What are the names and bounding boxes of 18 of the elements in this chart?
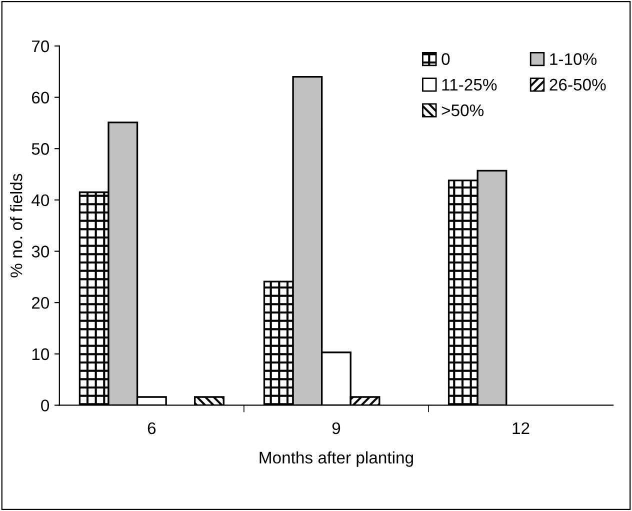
y-tick-label: 40 xyxy=(32,194,50,206)
x-tick-label: 9 xyxy=(332,422,340,434)
y-tick-label: 10 xyxy=(32,348,50,360)
legend-label: 1-10% xyxy=(550,53,597,65)
legend-label: 0 xyxy=(442,53,450,65)
x-tick-label: 12 xyxy=(512,422,530,434)
y-tick-label: 0 xyxy=(41,400,50,412)
y-tick-label: 70 xyxy=(32,40,50,52)
y-tick-label: 60 xyxy=(32,92,50,104)
legend-label: >50% xyxy=(442,104,484,116)
y-axis-title: % no. of fields xyxy=(10,174,22,278)
y-tick-label: 30 xyxy=(32,246,50,258)
legend-label: 26-50% xyxy=(550,78,606,91)
y-tick-label: 50 xyxy=(32,143,50,155)
y-tick-label: 20 xyxy=(32,296,50,309)
x-tick-label: 6 xyxy=(148,422,156,434)
x-axis-title: Months after planting xyxy=(260,451,413,467)
legend-label: 11-25% xyxy=(442,78,497,91)
